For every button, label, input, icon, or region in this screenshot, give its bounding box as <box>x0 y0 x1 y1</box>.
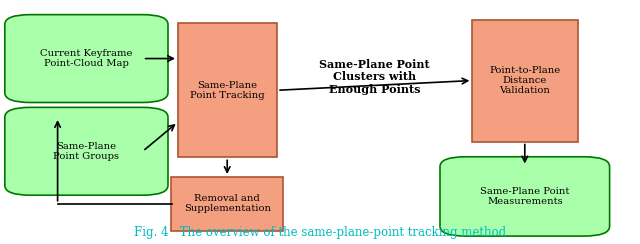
FancyBboxPatch shape <box>5 107 168 195</box>
Text: Fig. 4   The overview of the same-plane-point tracking method: Fig. 4 The overview of the same-plane-po… <box>134 226 506 239</box>
Text: Same-Plane Point
Clusters with
Enough Points: Same-Plane Point Clusters with Enough Po… <box>319 59 429 95</box>
Text: Same-Plane Point
Measurements: Same-Plane Point Measurements <box>480 187 570 206</box>
Text: Removal and
Supplementation: Removal and Supplementation <box>184 194 271 214</box>
FancyBboxPatch shape <box>440 157 609 236</box>
FancyBboxPatch shape <box>172 177 283 231</box>
FancyBboxPatch shape <box>5 15 168 102</box>
Text: Point-to-Plane
Distance
Validation: Point-to-Plane Distance Validation <box>489 66 561 95</box>
Text: Current Keyframe
Point-Cloud Map: Current Keyframe Point-Cloud Map <box>40 49 132 68</box>
FancyBboxPatch shape <box>472 20 578 142</box>
Text: Same-Plane
Point Groups: Same-Plane Point Groups <box>53 142 120 161</box>
Text: Same-Plane
Point Tracking: Same-Plane Point Tracking <box>190 81 264 100</box>
FancyBboxPatch shape <box>177 23 277 157</box>
